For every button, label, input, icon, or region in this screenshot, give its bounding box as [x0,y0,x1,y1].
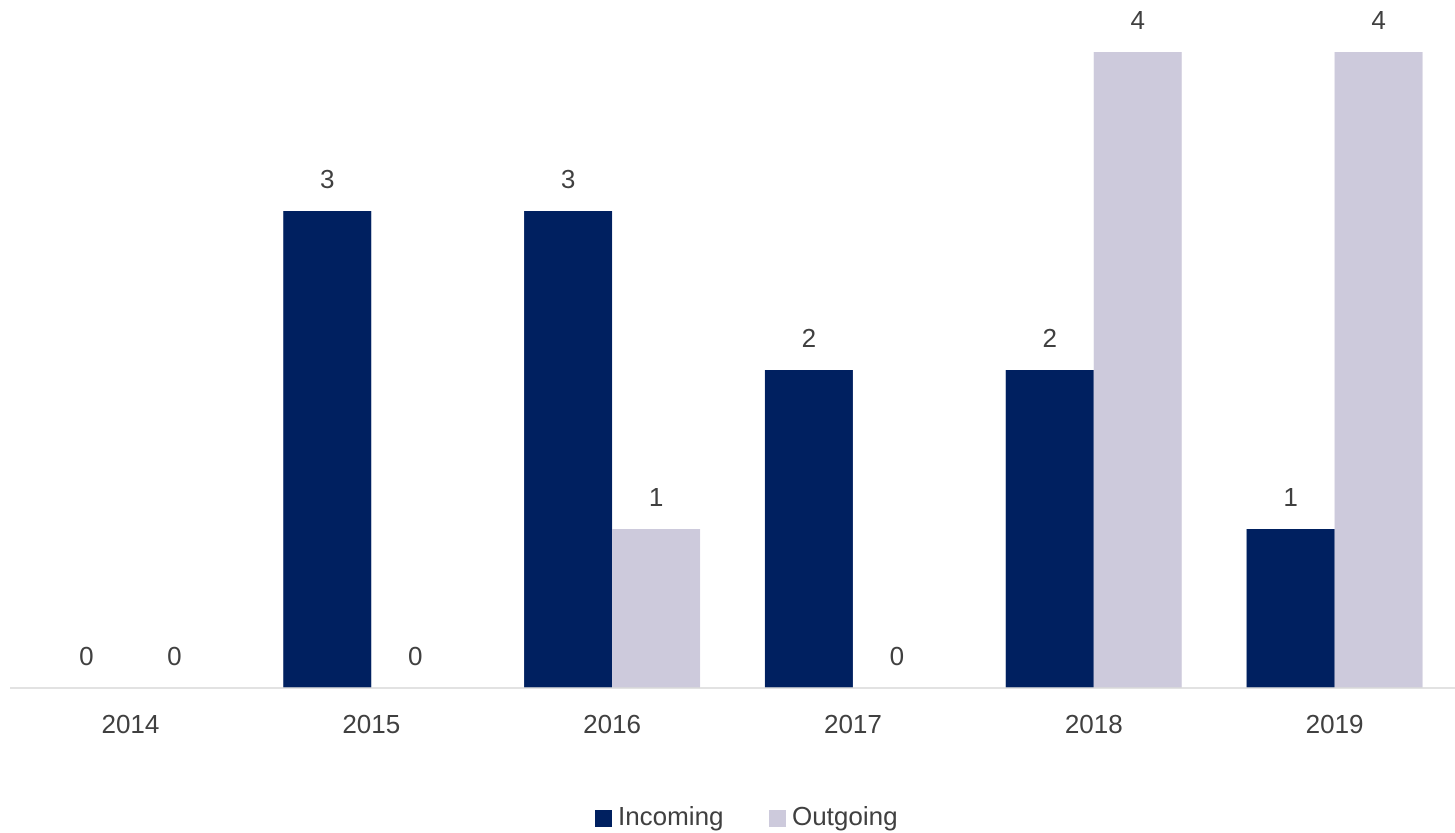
legend-label: Outgoing [792,801,898,831]
bar [1334,52,1423,688]
data-label: 3 [561,164,575,194]
data-label: 1 [1283,482,1297,512]
legend-swatch [769,810,786,827]
x-tick-label: 2018 [1065,709,1123,739]
data-label: 0 [408,641,422,671]
x-tick-label: 2014 [101,709,159,739]
bar [283,211,372,688]
x-tick-label: 2017 [824,709,882,739]
legend-swatch [595,810,612,827]
legend-label: Incoming [618,801,724,831]
bar [764,370,853,688]
bar [1246,529,1335,688]
bar [524,211,613,688]
x-tick-label: 2015 [342,709,400,739]
x-tick-label: 2016 [583,709,641,739]
data-label: 4 [1131,5,1145,35]
bar [1093,52,1182,688]
data-label: 3 [320,164,334,194]
data-label: 0 [167,641,181,671]
data-label: 0 [890,641,904,671]
data-label: 0 [79,641,93,671]
x-tick-label: 2019 [1306,709,1364,739]
bar [1005,370,1094,688]
bar [612,529,701,688]
data-label: 1 [649,482,663,512]
data-label: 2 [802,323,816,353]
data-label: 4 [1371,5,1385,35]
data-label: 2 [1043,323,1057,353]
